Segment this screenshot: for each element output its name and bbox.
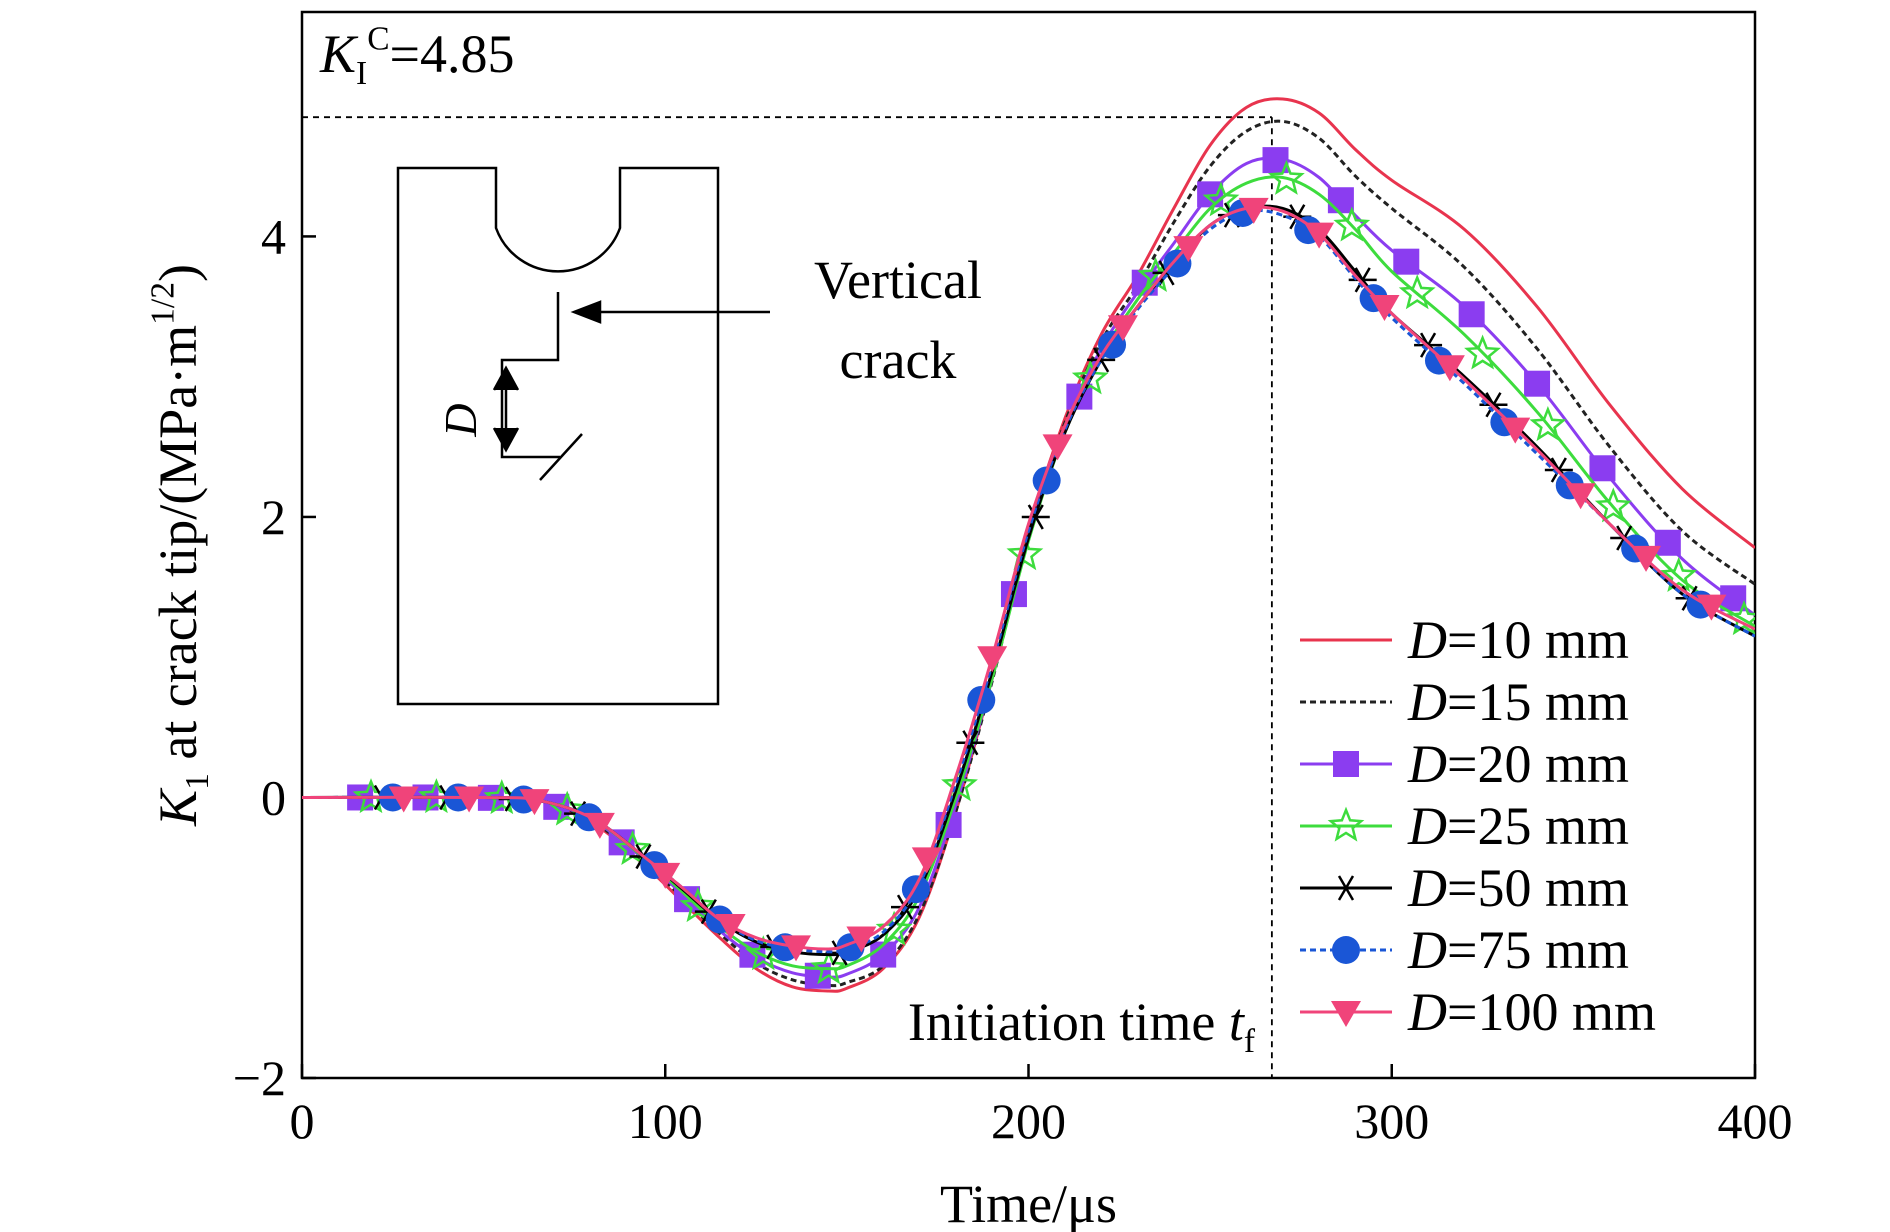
- legend-item: D=15 mm: [1300, 672, 1629, 732]
- kic-label: KIC=4.85: [319, 20, 514, 92]
- initiation-time-label: Initiation time tf: [908, 992, 1256, 1060]
- data-point: [1238, 197, 1269, 224]
- asterisk-stroke: [1027, 504, 1044, 530]
- asterisk-stroke: [1337, 875, 1355, 901]
- data-point: [1464, 334, 1502, 370]
- data-point: [1006, 535, 1044, 571]
- series-line: [302, 205, 1755, 951]
- x-tick-label: 200: [991, 1093, 1066, 1149]
- legend-item: D=75 mm: [1300, 920, 1629, 980]
- x-tick-label: 400: [1718, 1093, 1793, 1149]
- y-tick-label: 4: [261, 208, 286, 264]
- data-point: [941, 766, 978, 802]
- data-point: [1369, 294, 1400, 321]
- data-point: [715, 913, 746, 940]
- x-axis-label: Time/μs: [940, 1174, 1117, 1232]
- data-point: [1398, 274, 1436, 310]
- data-point: [679, 886, 717, 923]
- legend-marker: [1327, 806, 1365, 842]
- inset-dimension-label: D: [435, 403, 486, 437]
- data-point: [1173, 236, 1204, 263]
- specimen-outline: [396, 166, 720, 706]
- legend-marker: [1331, 1001, 1361, 1027]
- data-point: [1594, 487, 1632, 523]
- inset-arrow-label-line1: Vertical: [814, 250, 982, 310]
- inset-arrow-label-line2: crack: [840, 330, 957, 390]
- data-point: [1107, 315, 1138, 342]
- legend-label: D=15 mm: [1407, 672, 1629, 732]
- data-point: [1500, 417, 1531, 444]
- data-point: [1660, 556, 1698, 592]
- data-point: [454, 786, 485, 813]
- data-point: [977, 646, 1008, 673]
- data-point: [1021, 504, 1050, 530]
- data-point: [584, 812, 615, 839]
- data-point: [1434, 355, 1465, 382]
- x-tick-label: 300: [1354, 1093, 1429, 1149]
- series-100mm: [302, 197, 1755, 962]
- dimension-arrow-bottom: [492, 427, 520, 453]
- legend-item: D=50 mm: [1300, 858, 1629, 918]
- legend-label: D=50 mm: [1407, 858, 1629, 918]
- data-point: [519, 789, 550, 816]
- crack-pointer-arrowhead: [570, 300, 602, 324]
- series-line: [302, 208, 1755, 954]
- data-point: [388, 786, 419, 813]
- x-tick-label: 100: [628, 1093, 703, 1149]
- data-point: [1304, 222, 1335, 249]
- y-axis-label: K1 at crack tip/(MPa·m1/2): [144, 264, 216, 827]
- series-layer: [302, 97, 1755, 993]
- y-tick-label: −2: [233, 1050, 286, 1106]
- data-point: [1042, 434, 1073, 461]
- data-point: [1725, 600, 1755, 636]
- legend: D=10 mmD=15 mmD=20 mmD=25 mmD=50 mmD=75 …: [1300, 610, 1656, 1042]
- data-point: [1654, 529, 1681, 556]
- data-point: [1529, 406, 1567, 442]
- asterisk-stroke: [1354, 267, 1371, 293]
- legend-item: D=25 mm: [1300, 796, 1629, 856]
- data-point: [1589, 455, 1616, 482]
- specimen-inset: [396, 166, 770, 706]
- asterisk-stroke: [1485, 392, 1502, 418]
- data-point: [1202, 181, 1240, 217]
- data-point: [1565, 483, 1596, 510]
- legend-marker: [1332, 875, 1360, 901]
- crack-path: [500, 292, 560, 459]
- legend-label: D=20 mm: [1407, 734, 1629, 794]
- data-point: [781, 935, 812, 962]
- data-point: [846, 926, 877, 953]
- data-point: [1631, 545, 1662, 572]
- data-point: [1163, 249, 1192, 278]
- legend-marker: [1333, 751, 1359, 777]
- data-point: [1524, 370, 1551, 397]
- data-point: [1696, 594, 1727, 621]
- legend-label: D=100 mm: [1407, 982, 1656, 1042]
- legend-item: D=100 mm: [1300, 982, 1656, 1042]
- y-tick-label: 0: [261, 769, 286, 825]
- y-tick-label: 2: [261, 489, 286, 545]
- data-point: [967, 685, 996, 714]
- data-point: [1393, 248, 1420, 275]
- legend-label: D=25 mm: [1407, 796, 1629, 856]
- data-point: [911, 847, 942, 874]
- data-point: [1327, 187, 1354, 214]
- legend-item: D=10 mm: [1300, 610, 1629, 670]
- legend-label: D=10 mm: [1407, 610, 1629, 670]
- legend-item: D=20 mm: [1300, 734, 1629, 794]
- legend-label: D=75 mm: [1407, 920, 1629, 980]
- data-point: [1333, 206, 1371, 242]
- data-point: [1071, 359, 1109, 395]
- data-point: [650, 862, 681, 889]
- x-tick-label: 0: [290, 1093, 315, 1149]
- crack-end-tick: [539, 433, 583, 481]
- data-point: [1267, 159, 1305, 195]
- dimension-arrow-top: [492, 365, 520, 391]
- data-point: [875, 910, 913, 946]
- data-point: [1458, 301, 1485, 328]
- legend-marker: [1332, 936, 1360, 964]
- data-point: [810, 949, 848, 985]
- data-point: [901, 875, 930, 904]
